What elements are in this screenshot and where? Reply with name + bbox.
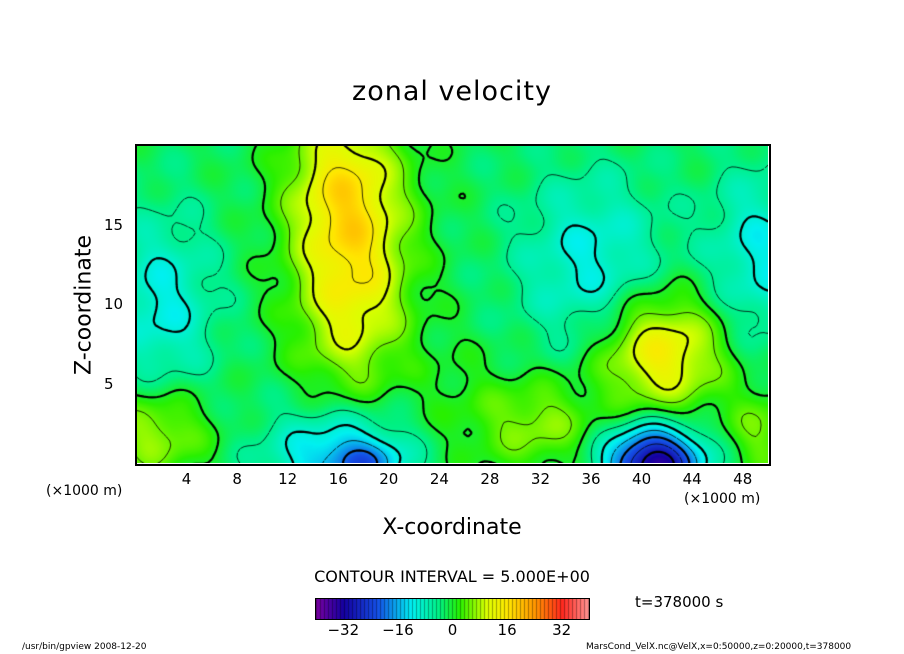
x-units-label: (×1000 m) [46,483,123,499]
contour-interval: CONTOUR INTERVAL = 5.000E+00 [314,567,590,586]
program-footer: /usr/bin/gpview 2008-12-20 [22,642,147,652]
z-tick-label: 10 [104,295,124,313]
x-tick-label: 8 [232,470,242,488]
x-tick-label: 48 [733,470,753,488]
contour-field [136,145,768,463]
colorbar-tick-label: −16 [382,621,414,639]
x-tick-label: 16 [328,470,348,488]
colorbar [315,598,590,620]
x-tick-label: 4 [181,470,192,488]
plot-frame [135,144,771,466]
z-tick-label: 5 [104,374,114,393]
time-label: t=378000 s [635,593,724,611]
x-tick-label: 24 [429,470,449,488]
x-tick-label: 44 [682,470,702,488]
source-footer: MarsCond_VelX.nc@VelX,x=0:50000,z=0:2000… [586,642,852,652]
colorbar-tick-label: 0 [447,621,458,639]
z-tick-label: 15 [104,215,124,234]
x-tick-label: 32 [530,470,551,488]
x-axis-label: X-coordinate [382,515,522,540]
plot-area [136,145,768,463]
x-tick-label: 40 [632,470,652,488]
z-units-label: (×1000 m) [684,491,761,507]
chart-title: zonal velocity [352,76,552,107]
colorbar-tick-label: 16 [497,621,517,639]
colorbar-tick-label: 32 [552,621,572,639]
x-tick-label: 20 [379,470,399,488]
z-axis-label: Z-coordinate [71,235,97,375]
x-tick-label: 28 [480,470,500,488]
x-tick-label: 12 [278,470,298,488]
colorbar-tick-label: −32 [327,621,360,639]
x-tick-label: 36 [581,470,601,488]
